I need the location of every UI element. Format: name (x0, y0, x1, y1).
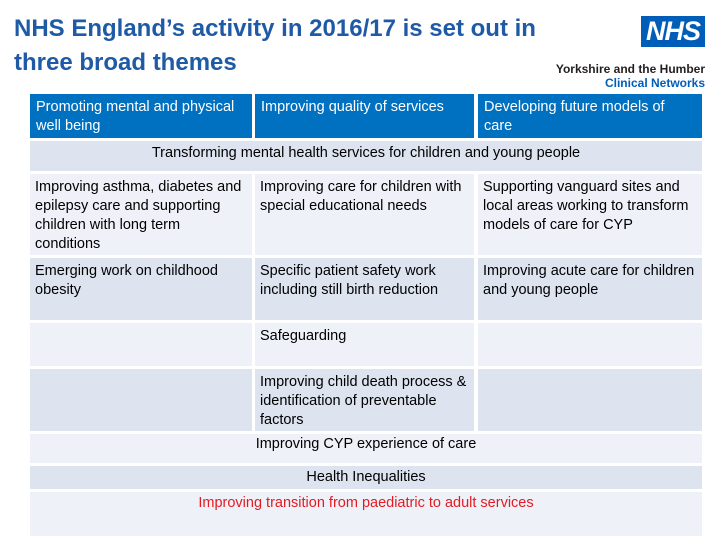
span-row-health-inequalities: Health Inequalities (30, 466, 702, 489)
cell-row3-col1-empty (30, 323, 252, 366)
span-row-mental-health: Transforming mental health services for … (30, 141, 702, 171)
header-future-models: Developing future models of care (478, 94, 702, 138)
cell-row1-col1: Improving asthma, diabetes and epilepsy … (30, 174, 252, 255)
cell-child-death-process: Improving child death process & identifi… (255, 369, 474, 431)
org-name-line1: Yorkshire and the Humber (555, 62, 705, 76)
cell-row2-col2: Specific patient safety work including s… (255, 258, 474, 320)
cell-safeguarding: Safeguarding (255, 323, 474, 366)
cell-row4-col1-empty (30, 369, 252, 431)
org-name-line2: Clinical Networks (604, 76, 705, 90)
cell-row2-col1: Emerging work on childhood obesity (30, 258, 252, 320)
cell-row3-col3-empty (478, 323, 702, 366)
cell-row4-col3-empty (478, 369, 702, 431)
header-quality: Improving quality of services (255, 94, 474, 138)
cell-row2-col3: Improving acute care for children and yo… (478, 258, 702, 320)
cell-row1-col2: Improving care for children with special… (255, 174, 474, 255)
cell-row1-col3: Supporting vanguard sites and local area… (478, 174, 702, 255)
slide-title: NHS England’s activity in 2016/17 is set… (14, 15, 536, 76)
nhs-logo: NHS (641, 16, 705, 47)
organization-name: Yorkshire and the Humber Clinical Networ… (505, 62, 705, 90)
header-wellbeing: Promoting mental and physical well being (30, 94, 252, 138)
span-row-cyp-experience: Improving CYP experience of care (30, 434, 702, 463)
span-row-transition: Improving transition from paediatric to … (30, 492, 702, 536)
